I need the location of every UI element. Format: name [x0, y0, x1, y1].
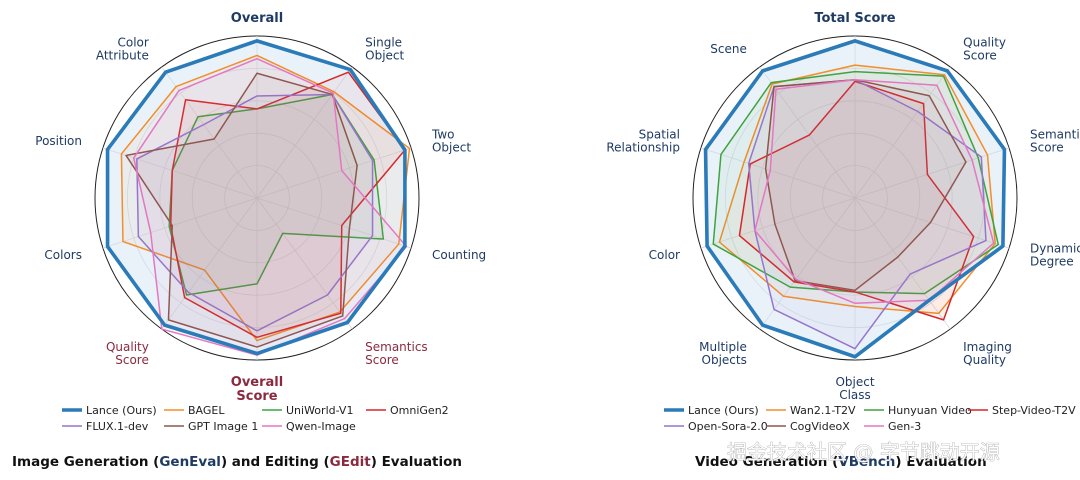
legend-item-omnigen2: OmniGen2 [366, 404, 449, 417]
axis-label-color: Color [649, 248, 680, 262]
legend-label: Wan2.1-T2V [790, 404, 856, 417]
legend-video-generation: Lance (Ours) Wan2.1-T2V Hunyuan Video Step-… [664, 404, 1076, 433]
legend-item-wan2-1-t2v: Wan2.1-T2V [766, 404, 856, 417]
legend-label: Open-Sora-2.0 [688, 420, 768, 433]
legend-item-step-video-t2v: Step-Video-T2V [968, 404, 1076, 417]
legend-image-generation: Lance (Ours) BAGEL UniWorld-V1 OmniGen2 FLUX… [62, 404, 449, 433]
legend-item-bagel: BAGEL [164, 404, 225, 417]
axis-label-single-object: Single Object [365, 36, 404, 63]
legend-label: CogVideoX [790, 420, 850, 433]
grid-spoke [854, 197, 1010, 249]
legend-label: UniWorld-V1 [286, 404, 353, 417]
legend-item-cogvideox: CogVideoX [766, 420, 850, 433]
legend-item-gen-3: Gen-3 [864, 420, 921, 433]
series-line-flux-1-dev [136, 93, 374, 332]
grid-spoke [256, 197, 412, 249]
legend-label: OmniGen2 [390, 404, 449, 417]
caption-left: Image Generation (GenEval) and Editing (… [12, 454, 462, 470]
axis-label-total-score: Total Score [814, 11, 895, 26]
axis-label-multiple-objects: Multiple Objects [699, 340, 747, 367]
axis-label-color-attribute: Color Attribute [96, 36, 149, 63]
legend-item-gpt-image-1: GPT Image 1 [164, 420, 258, 433]
legend-label: Lance (Ours) [688, 404, 759, 417]
series-line-step-video-t2v [738, 80, 975, 321]
radar-chart-image-generation: Overall Single Object Two Object Counting Sema… [35, 11, 486, 404]
legend-label: BAGEL [188, 404, 225, 417]
series-line-gpt-image-1 [125, 72, 358, 348]
legend-label: Gen-3 [888, 420, 921, 433]
axis-label-semantic-score: SemanticScore [1030, 128, 1080, 155]
axis-label-imaging-quality: Imaging Quality [963, 340, 1012, 367]
axis-label-colors: Colors [44, 248, 82, 262]
axis-label-overall: Overall [231, 11, 283, 26]
grid-spoke [256, 147, 412, 199]
legend-item-lance-ours: Lance (Ours) [62, 404, 157, 417]
grid-spoke [161, 197, 258, 330]
legend-item-lance-ours: Lance (Ours) [664, 404, 759, 417]
axis-label-semantics-score: Semantics Score [365, 340, 428, 367]
axis-label-dynamic-degree: Dynamic Degree [1030, 241, 1080, 268]
grid-spoke [700, 147, 856, 199]
grid-spoke [700, 197, 856, 249]
axis-label-spatial-relationship: Spatial Relationship [606, 128, 680, 155]
legend-item-hunyuan-video: Hunyuan Video [864, 404, 972, 417]
legend-item-qwen-image: Qwen-Image [262, 420, 356, 433]
grid-spoke [759, 197, 856, 330]
grid-spoke [102, 147, 258, 199]
axis-label-quality-score: Quality Score [106, 340, 149, 367]
grid-spoke [854, 66, 951, 199]
grid-spoke [854, 197, 951, 330]
legend-label: FLUX.1-dev [86, 420, 149, 433]
grid-spoke [854, 147, 1010, 199]
axis-label-object-class: Object Class [835, 375, 874, 402]
caption-right: Video Generation (VBench) Evaluation [695, 454, 987, 470]
legend-label: Hunyuan Video [888, 404, 972, 417]
grid-spoke [102, 197, 258, 249]
grid-spoke [161, 66, 258, 199]
legend-label: GPT Image 1 [188, 420, 258, 433]
axis-label-scene: Scene [710, 42, 747, 56]
legend-item-open-sora-2-0: Open-Sora-2.0 [664, 420, 768, 433]
series-line-uniworld-v1 [168, 93, 385, 296]
axis-label-position: Position [35, 134, 82, 148]
series-line-wan2-1-t2v [718, 64, 996, 315]
series-line-open-sora-2-0 [747, 78, 987, 350]
axis-label-overall-score: Overall Score [231, 375, 283, 404]
legend-item-flux-1-dev: FLUX.1-dev [62, 420, 149, 433]
legend-item-uniworld-v1: UniWorld-V1 [262, 404, 353, 417]
series-line-lance-ours [703, 39, 1007, 359]
grid-spoke [256, 197, 353, 330]
watermark-text: 掘金技术社区 @ 字节跳动开源 [727, 440, 1000, 464]
legend-label: Step-Video-T2V [992, 404, 1076, 417]
axis-label-two-object: Two Object [431, 128, 471, 155]
series-line-lance-ours [105, 39, 407, 356]
axis-label-quality-score: Quality Score [963, 36, 1006, 63]
legend-label: Lance (Ours) [86, 404, 157, 417]
grid-spoke [256, 66, 353, 199]
legend-label: Qwen-Image [286, 420, 356, 433]
series-line-gen-3 [754, 78, 995, 305]
series-line-cogvideox [764, 78, 967, 292]
axis-label-counting: Counting [432, 248, 486, 262]
